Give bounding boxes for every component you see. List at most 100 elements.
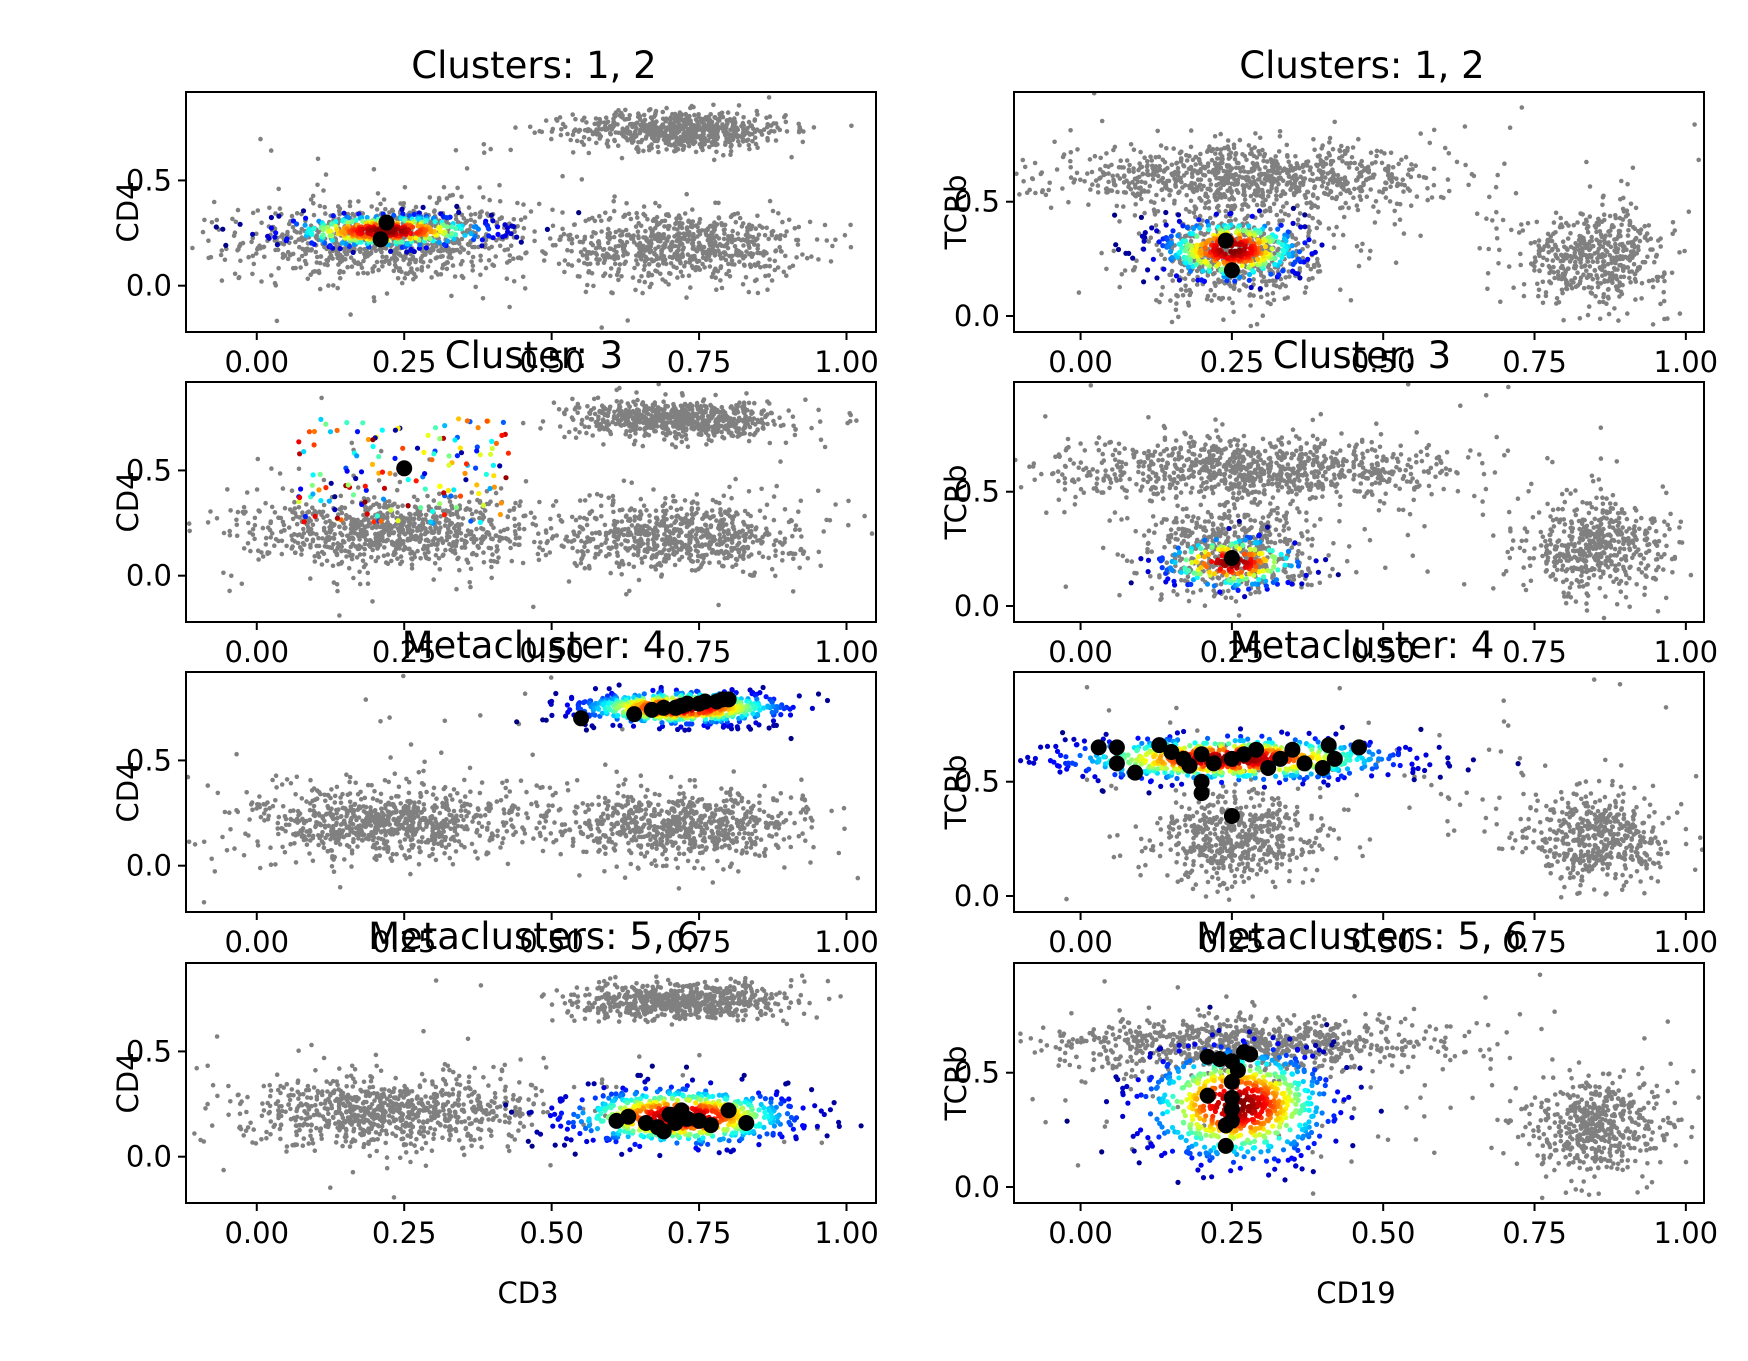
background-point bbox=[623, 107, 628, 113]
background-point bbox=[1191, 210, 1197, 215]
background-point bbox=[615, 122, 620, 127]
background-point bbox=[1247, 293, 1252, 298]
background-point bbox=[596, 257, 601, 263]
background-point bbox=[1533, 258, 1538, 264]
background-point bbox=[756, 232, 762, 238]
highlight-point bbox=[1193, 261, 1199, 267]
highlight-point bbox=[468, 231, 474, 237]
background-point bbox=[637, 240, 643, 246]
background-point bbox=[1307, 167, 1313, 173]
background-point bbox=[1589, 291, 1595, 296]
background-point bbox=[1251, 197, 1257, 203]
background-point bbox=[1390, 165, 1396, 170]
highlight-point bbox=[223, 242, 229, 248]
background-point bbox=[784, 273, 789, 279]
background-point bbox=[1241, 282, 1247, 287]
background-point bbox=[1143, 180, 1148, 185]
background-point bbox=[639, 137, 645, 143]
background-point bbox=[688, 285, 693, 290]
background-point bbox=[705, 116, 711, 122]
background-point bbox=[705, 138, 710, 144]
background-point bbox=[428, 250, 433, 256]
background-point bbox=[1260, 313, 1266, 319]
highlight-point bbox=[1175, 254, 1181, 260]
background-point bbox=[1626, 228, 1631, 233]
background-point bbox=[274, 318, 280, 324]
background-point bbox=[639, 255, 644, 261]
highlight-point bbox=[1282, 232, 1288, 238]
background-point bbox=[461, 216, 467, 221]
background-point bbox=[1354, 203, 1360, 208]
background-point bbox=[680, 273, 685, 279]
background-point bbox=[670, 255, 675, 261]
background-point bbox=[1305, 243, 1310, 249]
background-point bbox=[672, 141, 677, 146]
background-point bbox=[1374, 153, 1379, 159]
background-point bbox=[1214, 182, 1219, 188]
background-point bbox=[1401, 231, 1407, 236]
background-point bbox=[1184, 152, 1189, 158]
background-point bbox=[706, 247, 712, 253]
background-point bbox=[1551, 270, 1557, 275]
background-point bbox=[1257, 193, 1263, 199]
background-point bbox=[1576, 237, 1582, 243]
background-point bbox=[1536, 238, 1542, 243]
background-point bbox=[623, 259, 628, 265]
background-point bbox=[541, 258, 547, 263]
background-point bbox=[218, 252, 224, 258]
background-point bbox=[1176, 190, 1181, 196]
highlight-point bbox=[488, 212, 495, 218]
background-point bbox=[1551, 264, 1556, 270]
highlight-point bbox=[1198, 249, 1204, 255]
background-point bbox=[626, 211, 632, 217]
background-point bbox=[732, 237, 738, 243]
background-point bbox=[724, 136, 729, 141]
background-point bbox=[1014, 171, 1019, 177]
background-point bbox=[670, 135, 675, 140]
background-point bbox=[489, 244, 495, 250]
background-point bbox=[1212, 292, 1217, 298]
background-point bbox=[1159, 292, 1164, 298]
background-point bbox=[1227, 197, 1232, 202]
background-point bbox=[1270, 278, 1276, 284]
background-point bbox=[250, 253, 256, 259]
background-point bbox=[1393, 260, 1399, 266]
background-point bbox=[1164, 146, 1169, 151]
background-point bbox=[1216, 295, 1222, 301]
background-point bbox=[1627, 269, 1632, 275]
background-point bbox=[687, 260, 692, 265]
background-point bbox=[1485, 286, 1490, 292]
panel-title: Clusters: 1, 2 bbox=[411, 44, 656, 87]
background-point bbox=[848, 222, 853, 228]
background-point bbox=[641, 211, 646, 217]
background-point bbox=[1519, 222, 1524, 227]
background-point bbox=[732, 244, 738, 249]
background-point bbox=[308, 197, 314, 202]
background-point bbox=[429, 275, 434, 280]
background-point bbox=[1145, 168, 1150, 173]
background-point bbox=[1020, 157, 1026, 163]
background-point bbox=[310, 193, 316, 199]
background-point bbox=[1573, 259, 1578, 265]
background-point bbox=[617, 262, 623, 267]
background-point bbox=[235, 207, 241, 213]
background-point bbox=[1628, 280, 1633, 285]
background-point bbox=[232, 271, 238, 277]
background-point bbox=[1614, 277, 1620, 282]
background-point bbox=[395, 276, 401, 281]
background-point bbox=[1022, 164, 1028, 170]
background-point bbox=[1631, 224, 1636, 230]
background-point bbox=[1183, 288, 1189, 293]
background-point bbox=[1617, 263, 1622, 268]
highlight-point bbox=[399, 206, 405, 212]
background-point bbox=[1528, 241, 1534, 246]
background-point bbox=[1431, 166, 1437, 172]
background-point bbox=[1608, 278, 1613, 283]
background-point bbox=[255, 208, 261, 213]
highlight-point bbox=[444, 238, 451, 244]
background-point bbox=[617, 228, 622, 233]
background-point bbox=[754, 108, 760, 114]
background-point bbox=[406, 262, 412, 267]
background-point bbox=[488, 146, 494, 152]
background-point bbox=[569, 263, 575, 268]
